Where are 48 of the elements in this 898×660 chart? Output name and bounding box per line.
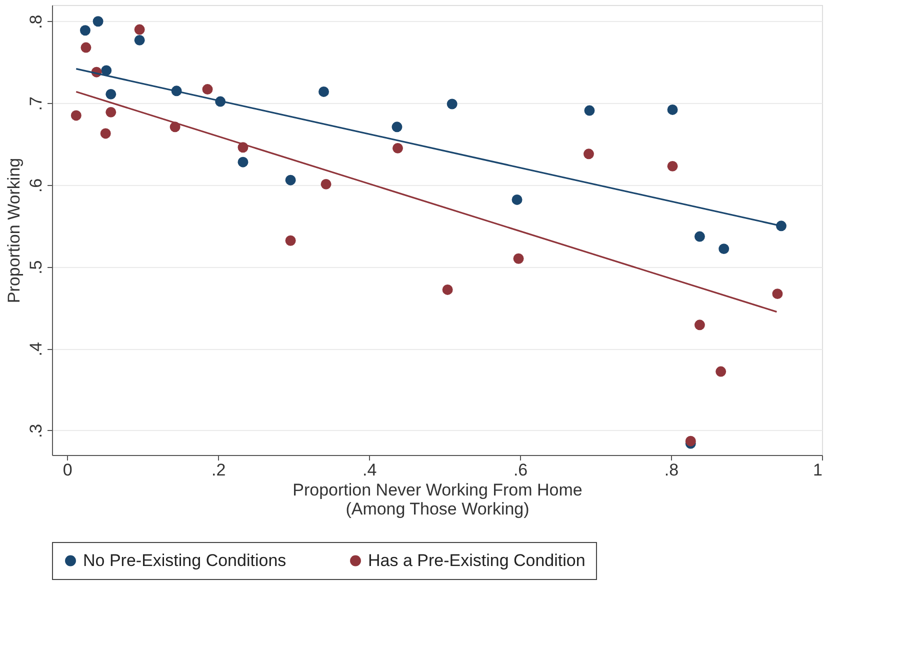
point	[202, 84, 213, 95]
point	[716, 366, 726, 377]
point	[584, 105, 595, 116]
y-tick-label: .5	[26, 260, 46, 274]
point	[512, 194, 522, 205]
point	[92, 16, 104, 27]
point	[392, 122, 402, 132]
x-axis-title: Proportion Never Working From Home (Among Those Working)	[292, 480, 582, 518]
point	[238, 156, 248, 168]
point	[100, 128, 111, 139]
point	[513, 253, 524, 264]
y-tick-label: .6	[26, 178, 46, 193]
point	[285, 235, 296, 246]
point	[694, 320, 705, 330]
x-tick-label: 1	[813, 460, 822, 480]
x-tick-label: 0	[62, 460, 72, 480]
point	[583, 148, 594, 160]
legend-label: Has a Pre-Existing Condition	[368, 550, 586, 570]
y-tick-label: .8	[26, 14, 46, 29]
point	[80, 42, 92, 53]
legend-label: No Pre-Existing Conditions	[83, 550, 286, 570]
point	[70, 110, 82, 121]
point	[80, 25, 90, 36]
y-axis-title: Proportion Working	[4, 158, 24, 304]
point	[392, 142, 403, 154]
x-tick-label: .8	[664, 460, 679, 480]
point	[442, 284, 453, 295]
point	[685, 436, 696, 446]
point	[106, 106, 116, 118]
point	[285, 174, 296, 186]
y-tick-label: .4	[26, 342, 46, 356]
point	[106, 88, 116, 100]
x-tick-label: .6	[513, 460, 528, 480]
point	[134, 24, 145, 35]
point	[320, 178, 332, 190]
y-tick-label: .3	[26, 424, 46, 438]
point	[134, 34, 145, 46]
x-tick-label: .2	[211, 460, 226, 480]
point	[718, 244, 730, 254]
point	[772, 288, 783, 300]
point	[667, 160, 678, 172]
point	[694, 231, 705, 242]
point	[446, 98, 458, 110]
point	[667, 104, 678, 115]
point	[318, 86, 330, 97]
x-tick-label: .4	[362, 460, 377, 480]
y-tick-label: .7	[26, 96, 46, 111]
point	[101, 65, 112, 76]
